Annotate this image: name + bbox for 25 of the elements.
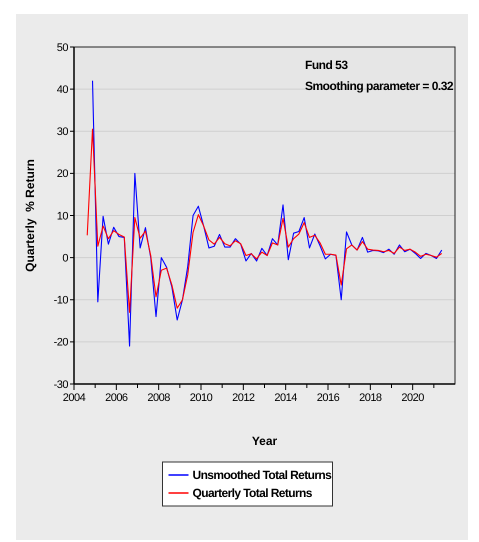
y-tick-label: 50 [56,42,68,54]
y-tick-label: -10 [54,294,68,307]
x-tick-label: 2014 [274,392,298,404]
annotation: Fund 53 [305,58,348,72]
legend-label: Quarterly Total Returns [192,486,313,500]
y-tick-label: 0 [62,252,68,264]
y-tick-label: -30 [54,378,68,391]
x-axis-title: Year [252,434,278,448]
y-tick-label: -20 [54,336,68,349]
y-tick-label: 30 [56,126,68,138]
x-tick-label: 2004 [62,392,86,404]
x-tick-label: 2020 [401,392,424,404]
y-tick-label: 20 [56,168,68,180]
legend-label: Unsmoothed Total Returns [192,468,332,482]
y-axis-title: Quarterly % Return [23,159,37,272]
line-series [86,128,442,313]
y-tick-label: 40 [56,84,68,96]
x-tick-label: 2012 [232,392,255,404]
x-tick-label: 2016 [316,392,340,404]
annotation: Smoothing parameter = 0.32 [305,79,454,93]
x-tick-label: 2010 [190,392,213,404]
y-tick-label: 10 [56,210,68,222]
x-tick-label: 2008 [147,392,170,404]
x-tick-label: 2006 [105,392,128,404]
x-tick-label: 2018 [359,392,382,404]
